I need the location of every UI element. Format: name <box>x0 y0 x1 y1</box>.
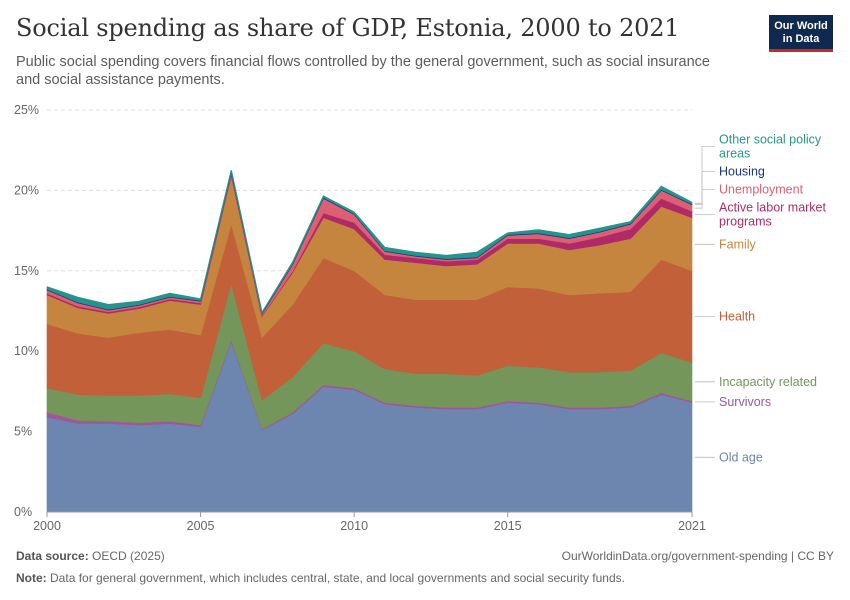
x-axis: 2000 2005 2010 2015 2021 <box>33 511 706 533</box>
note-text: Data for general government, which inclu… <box>50 571 625 585</box>
legend-label: Health <box>719 310 755 324</box>
area-series[interactable] <box>46 170 693 513</box>
legend-label: Unemployment <box>719 183 804 197</box>
legend-item-survivors[interactable]: Survivors <box>695 395 771 409</box>
y-tick-label: 5% <box>14 425 32 439</box>
owid-logo[interactable]: Our World in Data <box>769 15 833 52</box>
legend-label: Family <box>719 237 757 251</box>
data-source: Data source: OECD (2025) <box>16 549 165 563</box>
legend-item-old-age[interactable]: Old age <box>695 450 763 464</box>
chart-subtitle: Public social spending covers financial … <box>16 54 710 88</box>
x-tick-label: 2010 <box>340 519 368 533</box>
legend-item-incapacity-related[interactable]: Incapacity related <box>695 375 817 389</box>
chart-title: Social spending as share of GDP, Estonia… <box>16 14 680 42</box>
footer-note: Note: Data for general government, which… <box>16 571 625 585</box>
legend-connector <box>695 189 715 209</box>
legend-label: areas <box>719 147 750 161</box>
source-link[interactable]: OECD (2025) <box>92 549 165 563</box>
legend-label: Housing <box>719 165 765 179</box>
legend-label: programs <box>719 215 772 229</box>
source-label: Data source: <box>16 549 89 563</box>
x-tick-label: 2021 <box>678 519 706 533</box>
logo-line-1: Our World <box>774 20 828 32</box>
stacked-area-chart: 0% 5% 10% 15% 20% 25% 2000 2005 2010 2015 2021 Ol… <box>14 103 827 533</box>
legend-label: Other social policy <box>719 133 822 147</box>
legend-label: Old age <box>719 450 763 464</box>
legend-item-health[interactable]: Health <box>695 310 755 324</box>
y-tick-label: 15% <box>14 264 39 278</box>
legend[interactable]: Old age Survivors Incapacity related Health… <box>695 133 827 465</box>
y-tick-label: 10% <box>14 344 39 358</box>
y-tick-label: 25% <box>14 103 39 117</box>
legend-label: Active labor market <box>719 201 827 215</box>
y-tick-label: 0% <box>14 505 32 519</box>
legend-label: Incapacity related <box>719 375 817 389</box>
y-axis: 0% 5% 10% 15% 20% 25% <box>14 103 39 519</box>
y-tick-label: 20% <box>14 183 39 197</box>
area-edge <box>46 170 693 315</box>
x-tick-label: 2000 <box>33 519 61 533</box>
legend-connector <box>695 146 715 204</box>
note-label: Note: <box>16 571 47 585</box>
logo-line-2: in Data <box>782 33 820 45</box>
x-tick-label: 2015 <box>494 519 522 533</box>
legend-label: Survivors <box>719 395 771 409</box>
footer-link[interactable]: OurWorldinData.org/government-spending |… <box>561 549 834 563</box>
x-tick-label: 2005 <box>187 519 215 533</box>
legend-connector <box>695 171 715 205</box>
legend-item-family[interactable]: Family <box>695 237 757 251</box>
